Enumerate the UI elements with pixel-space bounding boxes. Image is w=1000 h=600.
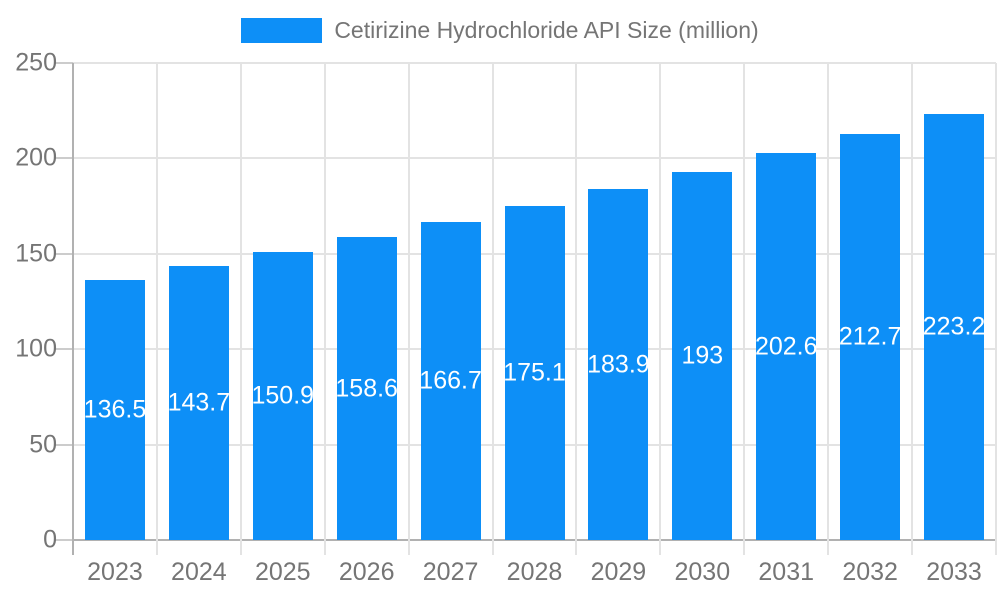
x-tick-label: 2033	[926, 558, 982, 586]
gridline-v	[827, 63, 830, 555]
x-tick-label: 2025	[254, 558, 311, 586]
y-tick-label: 0	[43, 525, 57, 554]
bar-value-label: 166.7	[419, 366, 482, 395]
bar	[504, 205, 565, 540]
x-axis-line	[73, 539, 996, 541]
gridline-h	[73, 62, 996, 64]
bar-value-label: 143.7	[167, 388, 231, 417]
gridline-v	[995, 63, 997, 555]
x-tick-label: 2031	[758, 558, 815, 586]
y-tick-label: 100	[15, 334, 57, 363]
x-tick-label: 2027	[422, 558, 479, 586]
bar	[168, 265, 229, 540]
x-tick-label: 2024	[171, 558, 227, 586]
y-axis-tick	[55, 348, 73, 351]
gridline-v	[743, 63, 746, 555]
gridline-v	[911, 63, 914, 555]
gridline-v	[155, 63, 158, 555]
x-tick-label: 2023	[87, 558, 143, 586]
gridline-v	[407, 63, 410, 555]
gridline-v	[659, 63, 662, 555]
bar-value-label: 150.9	[251, 381, 315, 410]
bar-value-label: 158.6	[335, 374, 398, 403]
gridline-v	[239, 63, 242, 555]
bar	[672, 171, 733, 540]
y-axis-tick	[55, 539, 73, 541]
y-axis-tick	[55, 252, 73, 255]
gridline-h	[73, 157, 996, 160]
bar	[756, 153, 817, 540]
y-tick-label: 150	[15, 239, 57, 268]
bar	[336, 237, 397, 540]
bar-value-label: 136.5	[83, 395, 147, 424]
gridline-v	[575, 63, 578, 555]
y-axis-tick	[55, 443, 73, 446]
gridline-v	[323, 63, 326, 555]
bar-value-label: 183.9	[587, 350, 650, 379]
gridline-v	[491, 63, 494, 555]
y-tick-label: 200	[15, 143, 57, 172]
y-tick-label: 250	[15, 48, 57, 77]
bar-value-label: 212.7	[838, 322, 902, 351]
x-tick-label: 2026	[338, 558, 395, 586]
legend-swatch	[241, 18, 323, 43]
bar-value-label: 202.6	[754, 332, 818, 361]
bar	[420, 221, 481, 540]
x-tick-label: 2030	[674, 558, 731, 586]
bar	[84, 279, 145, 540]
bar-value-label: 175.1	[503, 358, 566, 387]
legend-label: Cetirizine Hydrochloride API Size (milli…	[334, 17, 759, 43]
bar	[252, 252, 313, 540]
x-tick-label: 2028	[506, 558, 563, 586]
bar	[924, 114, 985, 540]
bar-value-label: 193	[681, 341, 724, 370]
y-axis-line	[72, 63, 74, 555]
bar	[840, 134, 901, 540]
y-axis-tick	[55, 157, 73, 160]
x-tick-label: 2032	[842, 558, 898, 586]
y-tick-label: 50	[29, 430, 57, 459]
bar	[588, 189, 649, 540]
y-axis-tick	[55, 62, 73, 64]
bar-value-label: 223.2	[922, 312, 986, 341]
chart-legend: Cetirizine Hydrochloride API Size (milli…	[0, 17, 1000, 44]
x-tick-label: 2029	[590, 558, 647, 586]
